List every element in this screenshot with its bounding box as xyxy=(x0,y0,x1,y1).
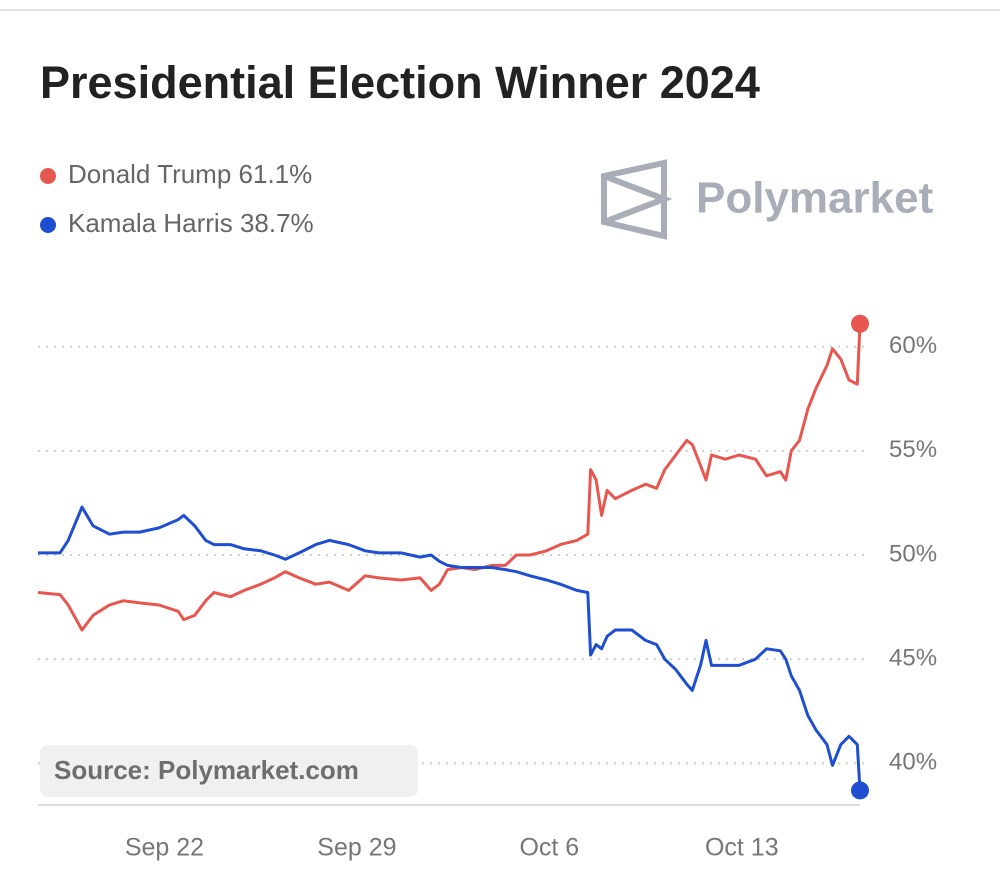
legend-value: 38.7% xyxy=(240,208,314,238)
brand-logo: Polymarket xyxy=(601,159,934,240)
legend-label: Kamala Harris 38.7% xyxy=(68,208,314,238)
legend-label: Donald Trump 61.1% xyxy=(68,159,312,189)
series-line xyxy=(37,323,862,632)
chart-title: Presidential Election Winner 2024 xyxy=(40,57,760,108)
legend-name: Kamala Harris xyxy=(68,208,233,238)
y-tick-label: 40% xyxy=(889,749,937,776)
series-line xyxy=(38,505,862,791)
x-tick-label: Sep 22 xyxy=(125,834,204,862)
source-text: Source: Polymarket.com xyxy=(54,755,359,785)
legend-name: Donald Trump xyxy=(68,159,231,189)
legend-value: 61.1% xyxy=(239,159,313,189)
y-tick-label: 55% xyxy=(889,436,937,463)
brand-icon xyxy=(601,159,673,240)
legend-marker xyxy=(40,168,56,184)
end-point xyxy=(851,781,869,800)
y-tick-label: 50% xyxy=(889,540,937,567)
y-tick-label: 45% xyxy=(889,645,937,672)
source-background xyxy=(40,745,418,797)
brand-text: Polymarket xyxy=(696,174,934,223)
y-tick-label: 60% xyxy=(889,332,937,359)
legend-marker xyxy=(40,217,56,233)
end-point xyxy=(851,314,869,333)
x-tick-label: Oct 6 xyxy=(519,834,579,862)
source-badge: Source: Polymarket.com xyxy=(40,745,418,797)
x-tick-label: Oct 13 xyxy=(705,834,779,862)
x-tick-label: Sep 29 xyxy=(317,834,396,862)
